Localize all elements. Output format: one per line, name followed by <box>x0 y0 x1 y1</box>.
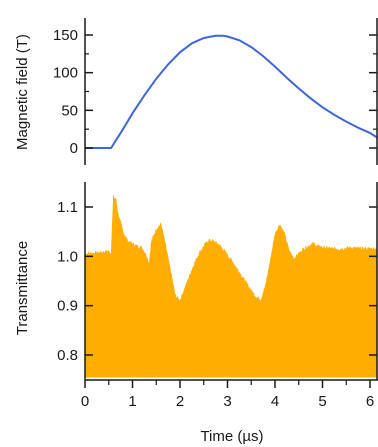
bottom-ytick-label: 0.9 <box>57 298 78 315</box>
bottom-x-ticks: 0 1 2 3 4 5 6 <box>81 380 374 410</box>
magnetic-field-line <box>85 34 378 149</box>
top-y-ticks: 0 50 100 150 <box>53 27 377 157</box>
bottom-xtick-label: 0 <box>81 393 89 410</box>
magnetic-field-panel: 0 50 100 150 Magnetic field (T) <box>14 18 378 165</box>
bottom-xtick-label: 3 <box>223 393 231 410</box>
bottom-y-ticks: 0.8 0.9 1.0 1.1 <box>57 199 377 364</box>
bottom-xlabel: Time (µs) <box>200 428 263 445</box>
bottom-ytick-label: 1.0 <box>57 248 78 265</box>
top-ylabel: Magnetic field (T) <box>14 34 31 150</box>
transmittance-panel: 0.8 0.9 1.0 1.1 0 1 2 3 4 5 6 Transmittance Time … <box>14 182 378 445</box>
bottom-xtick-label: 6 <box>366 393 374 410</box>
top-ytick-label: 50 <box>61 102 78 119</box>
bottom-xtick-label: 1 <box>128 393 136 410</box>
transmittance-area <box>84 195 378 378</box>
top-ytick-label: 0 <box>70 140 78 157</box>
bottom-xtick-label: 5 <box>318 393 326 410</box>
top-ytick-label: 150 <box>53 27 78 44</box>
bottom-ylabel: Transmittance <box>14 241 31 335</box>
bottom-ytick-label: 0.8 <box>57 347 78 364</box>
bottom-xtick-label: 4 <box>271 393 279 410</box>
bottom-xtick-label: 2 <box>176 393 184 410</box>
top-ytick-label: 100 <box>53 65 78 82</box>
bottom-ytick-label: 1.1 <box>57 199 78 216</box>
